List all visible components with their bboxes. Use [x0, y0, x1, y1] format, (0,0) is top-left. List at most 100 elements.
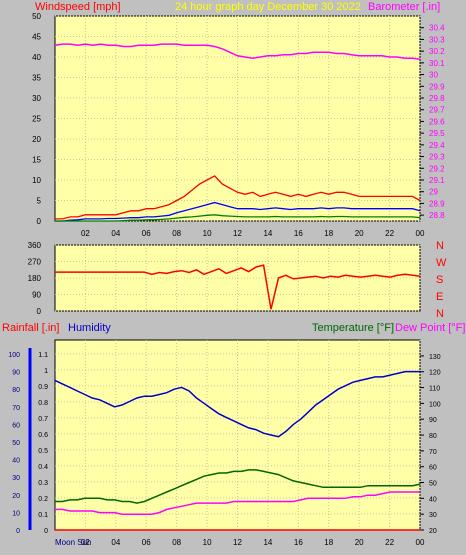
rainfall-tick-label: 0: [44, 528, 48, 535]
temperature-tick-label: 90: [429, 417, 437, 424]
windspeed-axis-title: Windspeed [mph]: [35, 1, 121, 13]
humidity-tick-label: 20: [12, 493, 20, 500]
time-tick-label: 12: [233, 538, 242, 547]
barometer-line: [54, 43, 421, 61]
humidity-tick-label: 0: [16, 528, 20, 535]
direction-tick-label: 270: [28, 258, 42, 267]
windspeed-tick-label: 0: [37, 217, 42, 226]
wind-low-line: [55, 214, 421, 222]
barometer-tick-label: 28.8: [429, 211, 445, 220]
compass-label: N: [436, 240, 444, 252]
barometer-tick-label: 29.9: [429, 82, 445, 91]
rainfall-tick-label: 0.3: [38, 480, 48, 487]
humidity-line: [54, 370, 420, 438]
time-tick-label: 08: [172, 229, 181, 238]
wind-barometer-ticks: 0 5 10 15 20 25 30 35 40 45 50 28.8 28.9 29 29.1 29.2 29…: [32, 12, 445, 238]
temperature-tick-label: 120: [429, 370, 441, 377]
direction-tick-label: 180: [28, 274, 42, 283]
time-tick-label: 02: [81, 229, 90, 238]
temperature-tick-label: 60: [429, 465, 437, 472]
windspeed-tick-label: 10: [32, 176, 41, 185]
humidity-tick-label: 10: [12, 510, 20, 517]
temperature-tick-label: 30: [429, 512, 437, 519]
windspeed-tick-label: 15: [32, 156, 41, 165]
temperature-tick-label: 40: [429, 496, 437, 503]
rainfall-tick-label: 0.6: [38, 432, 48, 439]
time-tick-label: 22: [385, 538, 394, 547]
temperature-tick-label: 70: [429, 449, 437, 456]
barometer-tick-label: 30.4: [429, 24, 445, 33]
dewpoint-line: [55, 491, 420, 515]
windspeed-tick-label: 25: [32, 115, 41, 124]
windspeed-tick-label: 50: [32, 12, 41, 21]
temperature-tick-label: 50: [429, 481, 437, 488]
rainfall-tick-label: 0.9: [38, 384, 48, 391]
barometer-tick-label: 30.1: [429, 59, 445, 68]
rainfall-axis-title: Rainfall [.in]: [2, 322, 59, 334]
time-tick-label: 12: [233, 229, 242, 238]
compass-label: W: [436, 257, 447, 269]
time-tick-label: 22: [385, 229, 394, 238]
barometer-tick-label: 29.1: [429, 176, 445, 185]
barometer-tick-label: 29: [429, 188, 438, 197]
time-tick-label: 10: [203, 229, 212, 238]
time-tick-label: 18: [324, 229, 333, 238]
windspeed-tick-label: 30: [32, 94, 41, 103]
humidity-temperature-grid: [55, 340, 421, 531]
time-tick-label: 06: [142, 538, 151, 547]
windspeed-tick-label: 5: [37, 197, 42, 206]
windspeed-tick-label: 45: [32, 33, 41, 42]
barometer-tick-label: 29.4: [429, 141, 445, 150]
time-tick-label: 06: [142, 229, 151, 238]
direction-tick-label: 360: [28, 241, 42, 250]
time-tick-label: 02: [81, 538, 90, 547]
time-tick-label: 20: [355, 538, 364, 547]
barometer-tick-label: 29.6: [429, 117, 445, 126]
time-tick-label: 18: [324, 538, 333, 547]
dewpoint-axis-title: Dew Point [°F]: [395, 322, 465, 334]
time-tick-label: 20: [355, 229, 364, 238]
temperature-line: [55, 469, 421, 504]
humidity-tick-label: 50: [12, 440, 20, 447]
wind-direction-line: [55, 264, 421, 310]
windspeed-tick-label: 20: [32, 135, 41, 144]
rainfall-tick-label: 0.7: [38, 416, 48, 423]
time-tick-label: 04: [111, 538, 120, 547]
time-tick-label: 00: [416, 538, 425, 547]
time-tick-label: 16: [294, 538, 303, 547]
barometer-tick-label: 29.2: [429, 164, 445, 173]
temperature-tick-label: 20: [429, 528, 437, 535]
humidity-tick-label: 80: [12, 387, 20, 394]
time-tick-label: 16: [294, 229, 303, 238]
rainfall-tick-label: 0.1: [38, 512, 48, 519]
wind-barometer-series: [54, 43, 421, 222]
direction-tick-label: 0: [37, 307, 42, 316]
barometer-tick-label: 30.3: [429, 35, 445, 44]
moon-sun-label: Moon Sun: [55, 538, 91, 547]
temperature-tick-label: 100: [429, 401, 441, 408]
windspeed-tick-label: 35: [32, 74, 41, 83]
humidity-tick-label: 30: [12, 475, 20, 482]
time-tick-label: 04: [111, 229, 120, 238]
rainfall-tick-label: 0.8: [38, 400, 48, 407]
wind-average-line: [55, 201, 421, 222]
humidity-axis-title: Humidity: [68, 322, 111, 334]
temperature-axis-title: Temperature [°F]: [312, 322, 394, 334]
humidity-temperature-series: [54, 370, 421, 531]
barometer-tick-label: 30.2: [429, 47, 445, 56]
time-tick-label: 00: [416, 229, 425, 238]
compass-label: N: [436, 308, 444, 320]
humidity-temperature-ticks: 010203040506070809010000.10.20.30.40.50.…: [8, 348, 441, 547]
humidity-tick-label: 40: [12, 458, 20, 465]
humidity-tick-label: 60: [12, 422, 20, 429]
humidity-tick-label: 90: [12, 370, 20, 377]
barometer-tick-label: 28.9: [429, 199, 445, 208]
humidity-tick-label: 70: [12, 405, 20, 412]
temperature-tick-label: 80: [429, 433, 437, 440]
barometer-tick-label: 29.3: [429, 153, 445, 162]
time-tick-label: 10: [203, 538, 212, 547]
rainfall-tick-label: 1: [44, 368, 48, 375]
